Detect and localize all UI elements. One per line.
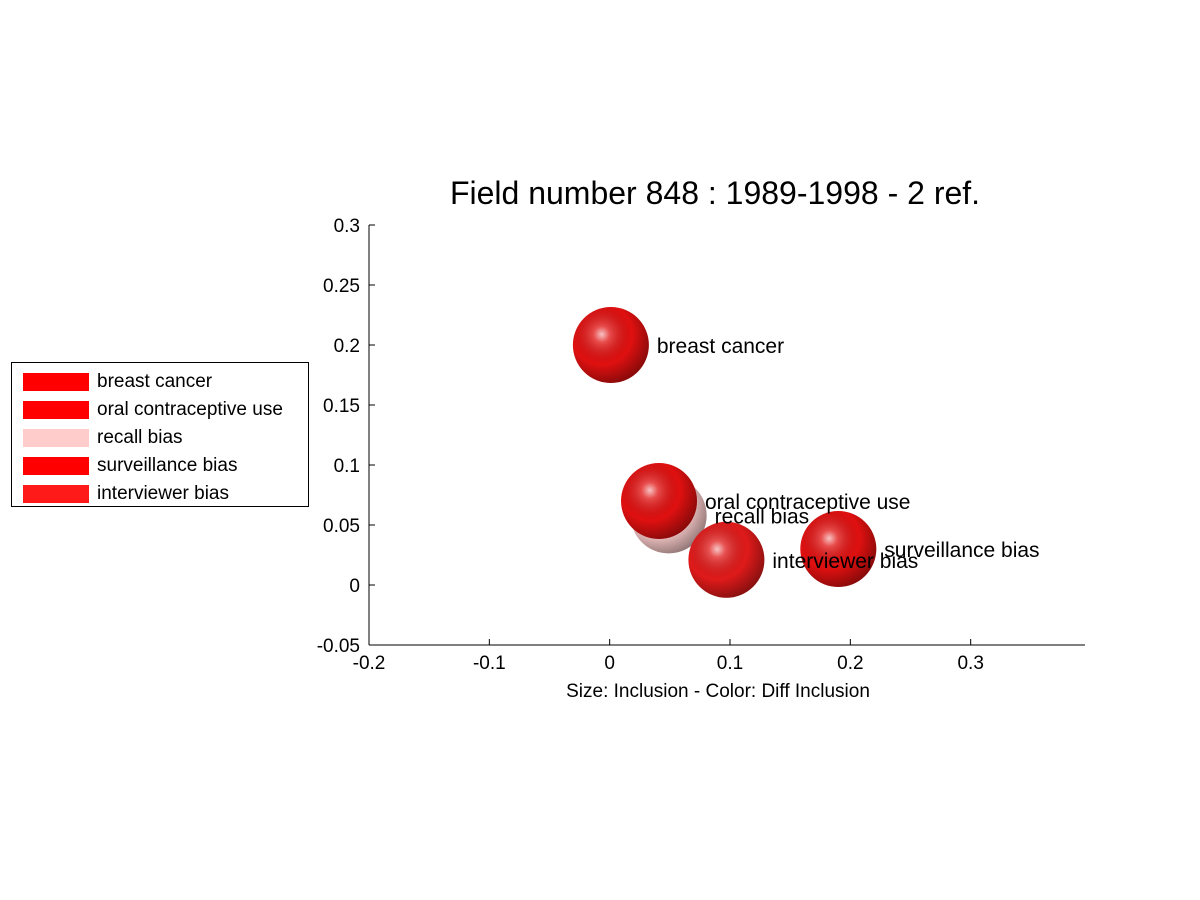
axis-ticks: -0.2 -0.1 0 0.1 0.2 0.3 -0.05 0 0.05 0.1 0.15 0.2 0.…	[317, 216, 984, 674]
legend-label: surveillance bias	[97, 455, 238, 476]
data-point	[800, 511, 877, 587]
legend-swatch	[23, 429, 89, 447]
legend-item: interviewer bias	[23, 481, 308, 504]
plot-axes	[368, 225, 1085, 646]
legend-item: oral contraceptive use	[23, 397, 308, 420]
legend-label: breast cancer	[97, 371, 213, 392]
point-label: surveillance bias	[884, 539, 1039, 562]
x-tick-label: 0.3	[957, 653, 983, 674]
x-tick-label: 0.2	[837, 653, 863, 674]
point-labels: recall bias breast cancer oral contracepti…	[657, 335, 1040, 573]
sphere-shading	[688, 521, 765, 598]
legend-label: oral contraceptive use	[97, 399, 283, 420]
data-point	[621, 463, 698, 539]
chart-title: Field number 848 : 1989-1998 - 2 ref.	[450, 175, 980, 211]
legend-label: interviewer bias	[97, 483, 229, 504]
legend-label: recall bias	[97, 427, 183, 448]
point-label: recall bias	[715, 505, 810, 528]
sphere-shading	[800, 511, 877, 587]
data-point	[688, 521, 765, 598]
x-tick-label: -0.1	[473, 653, 506, 674]
legend-swatch	[23, 457, 89, 475]
y-tick-label: 0.1	[334, 456, 360, 477]
y-tick-label: 0.2	[334, 336, 360, 357]
sphere-shading	[572, 307, 649, 383]
point-label: interviewer bias	[772, 550, 918, 573]
point-label: oral contraceptive use	[705, 491, 910, 514]
legend: breast cancer oral contraceptive use recal…	[11, 362, 309, 507]
x-axis-label: Size: Inclusion - Color: Diff Inclusion	[566, 681, 870, 702]
sphere-shading	[621, 463, 698, 539]
legend-item: surveillance bias	[23, 453, 308, 476]
x-tick-label: 0.1	[717, 653, 743, 674]
x-tick-label: 0	[604, 653, 615, 674]
legend-item: breast cancer	[23, 369, 308, 392]
y-tick-label: -0.05	[317, 636, 360, 657]
legend-swatch	[23, 373, 89, 391]
legend-swatch	[23, 401, 89, 419]
data-point	[572, 307, 649, 383]
point-label: breast cancer	[657, 335, 784, 358]
y-tick-label: 0.3	[334, 216, 360, 237]
legend-item: recall bias	[23, 425, 308, 448]
y-tick-label: 0.05	[323, 516, 360, 537]
y-tick-label: 0	[349, 576, 360, 597]
legend-swatch	[23, 485, 89, 503]
y-tick-label: 0.15	[323, 396, 360, 417]
y-tick-label: 0.25	[323, 276, 360, 297]
x-tick-label: -0.2	[353, 653, 386, 674]
data-points	[572, 307, 877, 598]
